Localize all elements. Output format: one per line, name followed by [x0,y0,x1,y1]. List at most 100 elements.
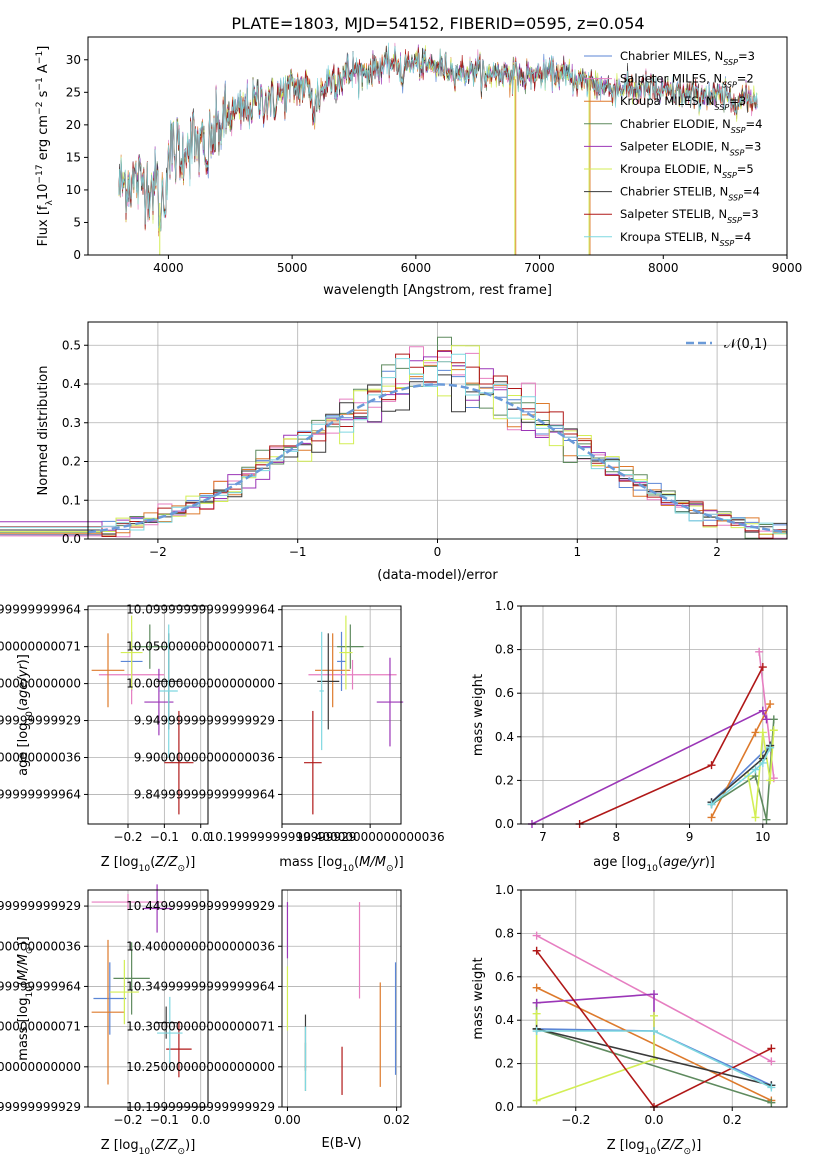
histogram-salpeter-stelib [0,350,787,539]
x-axis-label: (data-model)/error [377,568,498,583]
x-tick-label: 10.19999999999999929 [208,830,357,844]
x-axis-label: Z [log10(Z/Z⊙)] [101,1138,196,1157]
y-tick-label: 30 [66,53,81,67]
y-tick-label: 0.3 [62,416,81,430]
legend-entry: Chabrier STELIB, NSSP=4 [620,185,760,203]
weight-marker-kroupa-stelib [766,743,775,752]
x-tick-label: 7 [539,830,547,844]
plot-frame [87,36,788,256]
y-axis-label: mass weight [471,957,486,1039]
x-tick-label: 10.40000000000000036 [296,830,445,844]
y-tick-label: 20 [66,118,81,132]
y-tick-label: 10.40000000000000036 [0,939,81,953]
x-tick-label: 0.0 [644,1113,663,1127]
weight-marker-salpeter-elodie [758,706,767,715]
y-tick-label: 10.00000000000000000 [0,677,81,691]
legend-entry: Salpeter ELODIE, NSSP=3 [620,139,761,157]
weight-marker-salpeter-elodie [650,990,658,999]
y-tick-label: 0.0 [62,532,81,546]
spectrum-legend: Chabrier MILES, NSSP=3 Salpeter MILES, NS… [584,49,762,247]
y-tick-label: 9.84999999999999964 [134,787,275,801]
weight-marker-kroupa-stelib [650,1027,658,1036]
weight-marker-chabrier-elodie [762,815,771,824]
mass-weight-vs-age-panel: 7 8 9 10 0.0 0.2 0.4 0.6 0.8 1.0 age [log10(age/yr… [471,599,788,874]
x-tick-label: 4000 [153,261,184,275]
y-tick-label: 0.5 [62,338,81,352]
x-tick-label: 0.0 [191,830,210,844]
plot-frame [87,605,209,825]
y-tick-label: 0.0 [495,817,514,831]
histogram-kroupa-miles [0,361,787,537]
x-tick-label: 0.00 [274,1113,301,1127]
x-tick-label: −0.2 [561,1113,590,1127]
weight-marker-kroupa-miles [707,813,716,822]
weight-marker-kroupa-miles [532,983,541,992]
y-tick-label: 9.90000000000000036 [0,750,81,764]
x-tick-label: −0.2 [113,1113,142,1127]
legend-entry: Chabrier ELODIE, NSSP=4 [620,117,762,135]
x-axis-label: age [log10(age/yr)] [593,855,715,874]
histogram-chabrier-elodie [0,336,787,539]
y-tick-label: 0.6 [495,686,514,700]
x-tick-label: 0 [434,545,442,559]
weight-marker-chabrier-elodie [767,1098,776,1107]
y-tick-label: 0.4 [495,1013,514,1027]
x-tick-label: 1 [573,545,581,559]
y-tick-label: 10.30000000000000071 [0,1020,81,1034]
x-axis-label: mass [log10(M/M⊙)] [279,855,403,874]
y-tick-label: 1.0 [495,599,514,613]
y-tick-label: 1.0 [495,883,514,897]
y-tick-label: 15 [66,150,81,164]
x-axis-label: Z [log10(Z/Z⊙)] [101,855,196,874]
weight-marker-salpeter-miles [532,931,541,940]
y-tick-label: 25 [66,85,81,99]
y-axis-label: Normed distribution [36,366,51,496]
y-tick-label: 0.0 [495,1100,514,1114]
weight-marker-salpeter-elodie [762,715,771,724]
weight-marker-salpeter-stelib [767,1044,776,1053]
x-tick-label: 5000 [277,261,308,275]
histogram-chabrier-stelib [0,374,787,535]
weight-marker-kroupa-stelib [751,765,760,774]
y-tick-label: 0.2 [495,1057,514,1071]
y-tick-label: 0 [73,248,81,262]
weight-marker-chabrier-elodie [769,715,778,724]
y-tick-label: 0.8 [495,926,514,940]
x-tick-label: −0.1 [150,1113,179,1127]
x-tick-label: −2 [149,545,167,559]
plot-frame [87,889,209,1108]
y-axis-label: mass weight [471,674,486,756]
weight-marker-kroupa-elodie [758,728,767,737]
y-tick-label: 5 [73,215,81,229]
y-tick-label: 0.6 [495,970,514,984]
y-tick-label: 9.94999999999999929 [0,714,81,728]
normal-curve [87,383,788,534]
y-tick-label: 9.94999999999999929 [134,714,275,728]
weight-marker-kroupa-elodie [751,813,760,822]
x-tick-label: 8 [612,830,620,844]
residuals-panel: 𝒩(0,1) −2 −1 0 1 2 0.0 0.1 0.2 0.3 0.4 0.5 (data-mod… [0,321,788,583]
y-tick-label: 10.25000000000000000 [126,1060,275,1074]
y-tick-label: 10.34999999999999964 [126,979,275,993]
x-tick-label: −1 [289,545,307,559]
x-axis-label: wavelength [Angstrom, rest frame] [323,283,552,298]
weight-line-salpeter-elodie [536,993,655,1060]
y-tick-label: 10.40000000000000036 [126,939,275,953]
figure-title: PLATE=1803, MJD=54152, FIBERID=0595, z=0… [231,14,644,33]
weight-marker-kroupa-elodie [650,1011,658,1020]
y-tick-label: 10.05000000000000071 [0,640,81,654]
weight-line-chabrier-stelib [536,1028,772,1087]
legend-entry: 𝒩(0,1) [724,337,767,352]
mass-vs-metallicity-panel: −0.2 −0.1 0.0 10.19999999999999929 10.250000… [0,884,210,1157]
y-tick-label: 10.44999999999999929 [0,899,81,913]
y-tick-label: 9.84999999999999964 [0,787,81,801]
y-tick-label: 10.30000000000000071 [126,1020,275,1034]
y-axis-label: Flux [fλ10−17 erg cm−2 s−1 A−1] [35,46,55,247]
y-tick-label: 10 [66,183,81,197]
x-tick-label: 9 [686,830,694,844]
weight-marker-kroupa-stelib [758,758,767,767]
weight-marker-salpeter-elodie [532,998,541,1007]
weight-marker-kroupa-stelib [532,1027,541,1036]
y-tick-label: 0.8 [495,643,514,657]
